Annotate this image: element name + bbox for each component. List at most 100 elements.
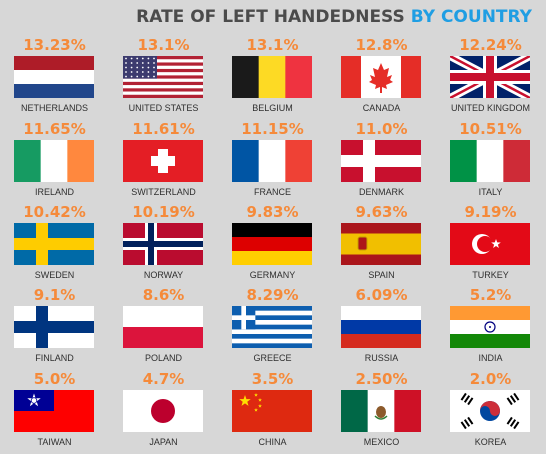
country-cell: 10.42% SWEDEN bbox=[0, 203, 109, 287]
country-label: POLAND bbox=[144, 353, 182, 363]
value-label: 9.1% bbox=[33, 286, 76, 304]
title-part-accent: BY COUNTRY bbox=[410, 7, 532, 27]
country-label: UNITED KINGDOM bbox=[450, 103, 530, 113]
country-label: GERMANY bbox=[249, 270, 296, 280]
country-cell: 5.0% TAIWAN bbox=[0, 370, 109, 454]
value-label: 12.24% bbox=[459, 36, 522, 54]
sweden-flag-icon bbox=[14, 223, 94, 265]
country-cell: 10.19% NORWAY bbox=[109, 203, 218, 287]
country-cell: 11.61% SWITZERLAND bbox=[109, 120, 218, 204]
poland-flag-icon bbox=[123, 306, 203, 348]
ireland-flag-icon bbox=[14, 140, 94, 182]
country-label: NORWAY bbox=[143, 270, 184, 280]
country-cell: 13.23% NETHERLANDS bbox=[0, 36, 109, 120]
country-label: CHINA bbox=[258, 437, 287, 447]
value-label: 9.63% bbox=[355, 203, 408, 221]
country-cell: 9.1% FINLAND bbox=[0, 286, 109, 370]
country-label: INDIA bbox=[478, 353, 503, 363]
france-flag-icon bbox=[232, 140, 312, 182]
country-label: BELGIUM bbox=[252, 103, 293, 113]
value-label: 10.19% bbox=[132, 203, 195, 221]
country-cell: 13.1% BELGIUM bbox=[218, 36, 327, 120]
canada-flag-icon bbox=[341, 56, 421, 98]
country-cell: 13.1% UNITED STATES bbox=[109, 36, 218, 120]
country-label: DENMARK bbox=[358, 187, 404, 197]
country-label: UNITED STATES bbox=[128, 103, 199, 113]
country-label: SWEDEN bbox=[34, 270, 75, 280]
value-label: 3.5% bbox=[251, 370, 294, 388]
country-cell: 2.50% MEXICO bbox=[327, 370, 436, 454]
turkey-flag-icon bbox=[450, 223, 530, 265]
korea-flag-icon bbox=[450, 390, 530, 432]
country-cell: 6.09% RUSSIA bbox=[327, 286, 436, 370]
value-label: 12.8% bbox=[355, 36, 408, 54]
country-label: KOREA bbox=[474, 437, 507, 447]
country-cell: 11.15% FRANCE bbox=[218, 120, 327, 204]
usa-flag-icon bbox=[123, 56, 203, 98]
country-cell: 9.83% GERMANY bbox=[218, 203, 327, 287]
value-label: 13.1% bbox=[246, 36, 299, 54]
uk-flag-icon bbox=[450, 56, 530, 98]
country-cell: 11.65% IRELAND bbox=[0, 120, 109, 204]
india-flag-icon bbox=[450, 306, 530, 348]
country-label: JAPAN bbox=[149, 437, 178, 447]
value-label: 13.1% bbox=[137, 36, 190, 54]
country-cell: 4.7% JAPAN bbox=[109, 370, 218, 454]
value-label: 10.51% bbox=[459, 120, 522, 138]
country-cell: 8.29% GREECE bbox=[218, 286, 327, 370]
country-cell: 5.2% INDIA bbox=[436, 286, 545, 370]
country-cell: 9.63% SPAIN bbox=[327, 203, 436, 287]
country-label: SPAIN bbox=[368, 270, 395, 280]
value-label: 5.0% bbox=[33, 370, 76, 388]
value-label: 13.23% bbox=[23, 36, 86, 54]
value-label: 6.09% bbox=[355, 286, 408, 304]
mexico-flag-icon bbox=[341, 390, 421, 432]
title-part-dark: RATE OF LEFT HANDEDNESS bbox=[136, 7, 405, 27]
china-flag-icon bbox=[232, 390, 312, 432]
chart-title: RATE OF LEFT HANDEDNESS BY COUNTRY bbox=[136, 7, 532, 27]
country-label: ITALY bbox=[478, 187, 503, 197]
value-label: 2.50% bbox=[355, 370, 408, 388]
value-label: 8.29% bbox=[246, 286, 299, 304]
russia-flag-icon bbox=[341, 306, 421, 348]
denmark-flag-icon bbox=[341, 140, 421, 182]
value-label: 2.0% bbox=[469, 370, 512, 388]
country-label: RUSSIA bbox=[364, 353, 399, 363]
value-label: 9.19% bbox=[464, 203, 517, 221]
norway-flag-icon bbox=[123, 223, 203, 265]
country-label: MEXICO bbox=[363, 437, 400, 447]
netherlands-flag-icon bbox=[14, 56, 94, 98]
japan-flag-icon bbox=[123, 390, 203, 432]
greece-flag-icon bbox=[232, 306, 312, 348]
belgium-flag-icon bbox=[232, 56, 312, 98]
country-cell: 8.6% POLAND bbox=[109, 286, 218, 370]
country-cell: 3.5% CHINA bbox=[218, 370, 327, 454]
country-label: CANADA bbox=[362, 103, 401, 113]
spain-flag-icon bbox=[341, 223, 421, 265]
value-label: 11.61% bbox=[132, 120, 195, 138]
value-label: 11.65% bbox=[23, 120, 86, 138]
value-label: 9.83% bbox=[246, 203, 299, 221]
country-cell: 12.24% UNITED KINGDOM bbox=[436, 36, 545, 120]
value-label: 5.2% bbox=[469, 286, 512, 304]
country-label: FRANCE bbox=[253, 187, 291, 197]
value-label: 10.42% bbox=[23, 203, 86, 221]
country-cell: 2.0% KOREA bbox=[436, 370, 545, 454]
italy-flag-icon bbox=[450, 140, 530, 182]
value-label: 11.0% bbox=[355, 120, 408, 138]
country-label: GREECE bbox=[253, 353, 292, 363]
country-label: TURKEY bbox=[472, 270, 509, 280]
finland-flag-icon bbox=[14, 306, 94, 348]
taiwan-flag-icon bbox=[14, 390, 94, 432]
value-label: 11.15% bbox=[241, 120, 304, 138]
country-cell: 11.0% DENMARK bbox=[327, 120, 436, 204]
value-label: 4.7% bbox=[142, 370, 185, 388]
country-label: IRELAND bbox=[34, 187, 74, 197]
country-label: FINLAND bbox=[35, 353, 74, 363]
switzerland-flag-icon bbox=[123, 140, 203, 182]
country-label: NETHERLANDS bbox=[20, 103, 88, 113]
country-label: SWITZERLAND bbox=[131, 187, 196, 197]
country-cell: 12.8% CANADA bbox=[327, 36, 436, 120]
germany-flag-icon bbox=[232, 223, 312, 265]
